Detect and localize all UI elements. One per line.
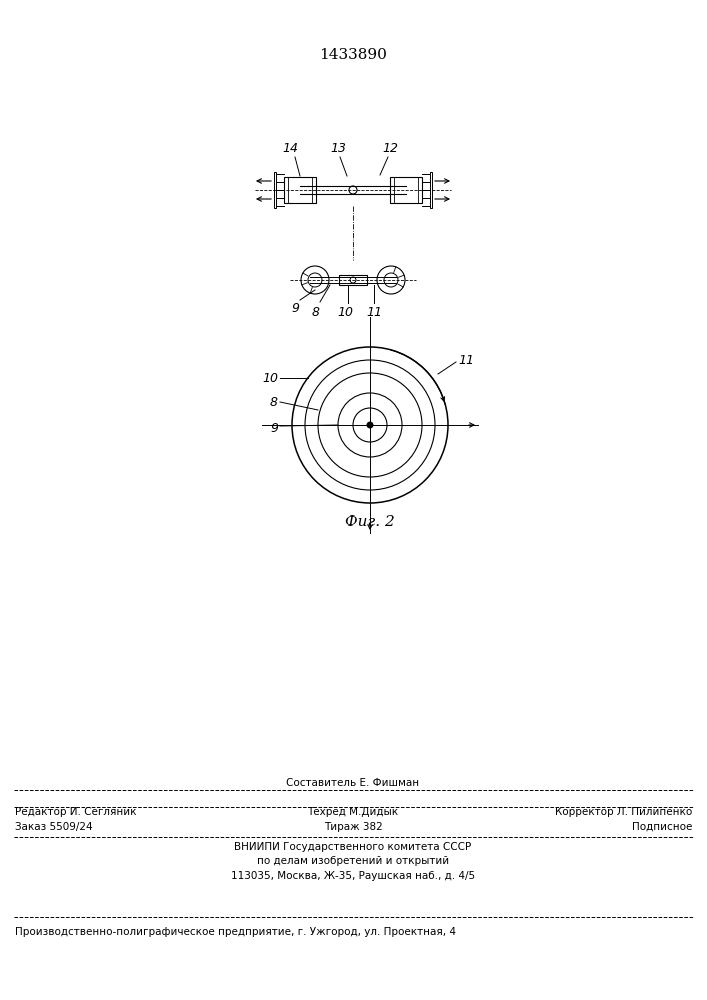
Circle shape [349,186,357,194]
Text: 1433890: 1433890 [319,48,387,62]
Text: 9: 9 [291,302,299,315]
Circle shape [338,393,402,457]
Circle shape [384,273,398,287]
Text: по делам изобретений и открытий: по делам изобретений и открытий [257,856,449,866]
Text: ВНИИПИ Государственного комитета СССР: ВНИИПИ Государственного комитета СССР [235,842,472,852]
Text: Производственно-полиграфическое предприятие, г. Ужгород, ул. Проектная, 4: Производственно-полиграфическое предприя… [15,927,456,937]
Circle shape [308,273,322,287]
Text: Фиг. 2: Фиг. 2 [345,515,395,529]
Text: 14: 14 [282,142,298,155]
Circle shape [292,347,448,503]
Text: 11: 11 [366,306,382,319]
Text: 12: 12 [382,142,398,155]
Text: Корректор Л. Пилипенко: Корректор Л. Пилипенко [555,807,692,817]
Text: 11: 11 [458,354,474,366]
Text: 10: 10 [262,371,278,384]
Text: Составитель Е. Фишман: Составитель Е. Фишман [286,778,419,788]
Bar [284,177,316,203]
Circle shape [350,277,356,283]
Text: 8: 8 [270,395,278,408]
Circle shape [367,422,373,428]
Text: 9: 9 [270,422,278,434]
Bar [430,172,432,208]
Text: Заказ 5509/24: Заказ 5509/24 [15,822,93,832]
Text: 10: 10 [337,306,353,319]
Text: 113035, Москва, Ж-35, Раушская наб., д. 4/5: 113035, Москва, Ж-35, Раушская наб., д. … [231,871,475,881]
Circle shape [353,408,387,442]
Text: Редактор И. Сегляник: Редактор И. Сегляник [15,807,136,817]
Circle shape [305,360,435,490]
Bar [274,172,276,208]
Text: Техред М.Дидык: Техред М.Дидык [308,807,399,817]
Text: 8: 8 [312,306,320,319]
Circle shape [301,266,329,294]
Text: 13: 13 [330,142,346,155]
Circle shape [377,266,405,294]
Text: Тираж 382: Тираж 382 [324,822,382,832]
Circle shape [318,373,422,477]
Text: Подписное: Подписное [631,822,692,832]
Bar [339,275,367,285]
Bar [390,177,422,203]
